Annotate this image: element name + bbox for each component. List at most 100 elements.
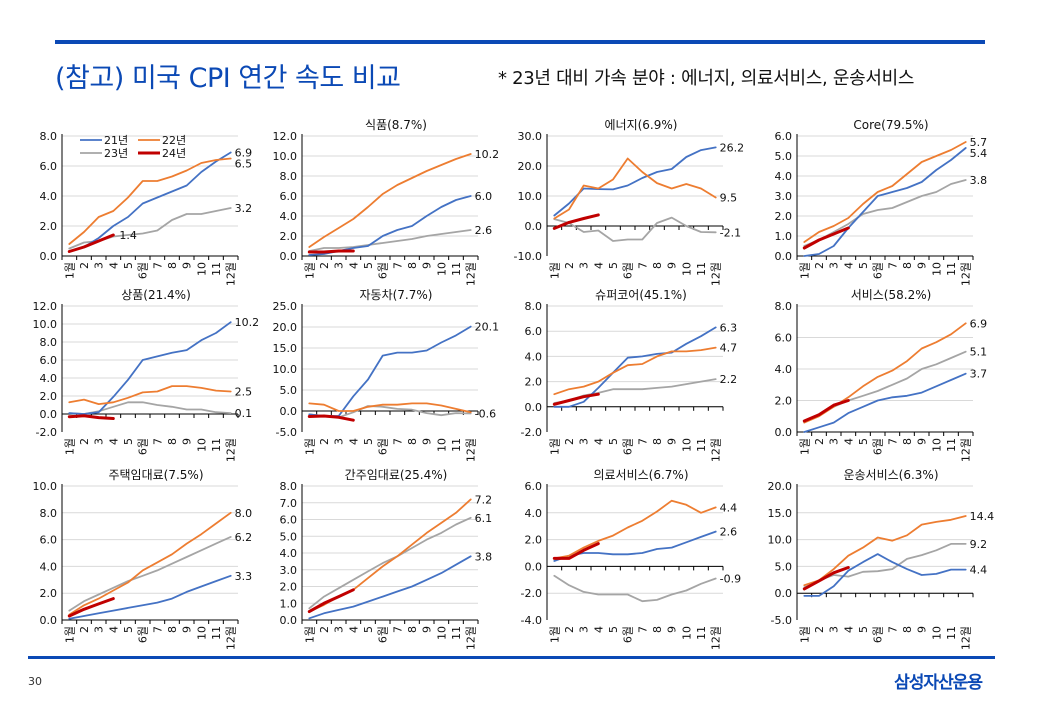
y-tick-label: 10.0 bbox=[33, 480, 58, 493]
series-line-21년 bbox=[68, 574, 232, 620]
series-line-22년 bbox=[803, 515, 967, 587]
y-tick-label: 4.0 bbox=[280, 547, 298, 560]
x-tick-label: 1월 bbox=[303, 262, 316, 279]
series-line-24년 bbox=[552, 542, 600, 560]
x-tick-label: 8 bbox=[406, 262, 419, 269]
chart-core: 0.0 1.0 2.0 3.0 4.0 5.0 6.0 1월 2 3 4 5 6월 7 8 9 10 11 12월 C… bbox=[765, 116, 990, 302]
x-tick-label: 12월 bbox=[465, 262, 478, 286]
x-tick-label: 10 bbox=[930, 262, 943, 276]
y-tick-label: -2.0 bbox=[36, 426, 57, 439]
series-line-23년 bbox=[803, 543, 967, 589]
y-tick-label: 0.0 bbox=[525, 401, 543, 414]
x-tick-label: 3 bbox=[578, 262, 591, 269]
chart-title: 식품(8.7%) bbox=[365, 118, 427, 132]
legend-label: 24년 bbox=[162, 147, 186, 160]
y-tick-label: 4.0 bbox=[775, 363, 793, 376]
series-line-24년 bbox=[67, 414, 115, 420]
series-line-22년 bbox=[553, 157, 717, 220]
y-tick-label: 8.0 bbox=[775, 300, 793, 313]
series-line-22년 bbox=[308, 402, 472, 414]
x-tick-label: 8 bbox=[651, 626, 664, 633]
x-tick-label: 10 bbox=[435, 262, 448, 276]
y-tick-label: 2.0 bbox=[775, 210, 793, 223]
x-tick-label: 5 bbox=[857, 626, 870, 633]
series-line-21년 bbox=[553, 530, 717, 562]
y-tick-label: 0.0 bbox=[40, 250, 58, 263]
y-tick-label: 2.0 bbox=[525, 534, 543, 547]
x-tick-label: 6월 bbox=[872, 438, 885, 455]
x-tick-label: 11 bbox=[945, 262, 958, 276]
chart-oer: 0.0 1.0 2.0 3.0 4.0 5.0 6.0 7.0 8.0 1월 2 3 4 5 6월 7 8 9 10… bbox=[270, 466, 495, 666]
x-tick-label: 4 bbox=[592, 626, 605, 633]
x-tick-label: 6월 bbox=[622, 626, 635, 643]
x-tick-label: 3 bbox=[333, 626, 346, 633]
x-tick-label: 9 bbox=[916, 438, 929, 445]
x-tick-label: 2 bbox=[813, 262, 826, 269]
x-tick-label: 11 bbox=[210, 438, 223, 452]
x-tick-label: 12월 bbox=[710, 438, 723, 462]
y-tick-label: 3.0 bbox=[775, 190, 793, 203]
x-tick-label: 10 bbox=[195, 262, 208, 276]
y-tick-label: 2.0 bbox=[40, 220, 58, 233]
x-tick-label: 8 bbox=[651, 438, 664, 445]
x-tick-label: 11 bbox=[695, 626, 708, 640]
y-tick-label: 0.0 bbox=[280, 250, 298, 263]
series-line-22년 bbox=[308, 153, 472, 248]
end-value-label: 6.2 bbox=[235, 531, 253, 544]
y-tick-label: -5.0 bbox=[276, 426, 297, 439]
x-tick-label: 10 bbox=[435, 438, 448, 452]
chart-autos: -5.0 0.0 5.0 10.0 15.0 20.0 25.0 1월 2 3 4 5 6월 7 8 9 10 1… bbox=[270, 286, 500, 478]
x-tick-label: 2 bbox=[318, 262, 331, 269]
series-line-21년 bbox=[308, 195, 472, 256]
x-tick-label: 10 bbox=[195, 438, 208, 452]
y-tick-label: 4.0 bbox=[40, 372, 58, 385]
end-value-label: 3.8 bbox=[970, 174, 988, 187]
series-line-24년 bbox=[307, 588, 355, 614]
y-tick-label: -5.0 bbox=[771, 614, 792, 627]
x-tick-label: 7 bbox=[886, 262, 899, 269]
end-value-label: 3.3 bbox=[235, 570, 253, 583]
x-tick-label: 2 bbox=[78, 438, 91, 445]
series-line-22년 bbox=[803, 141, 967, 243]
chart-svg: 0.0 2.0 4.0 6.0 8.0 1월 2 3 4 5 6월 7 8 9 10 11 12월 서비스(58.… bbox=[775, 288, 988, 462]
x-tick-label: 6월 bbox=[377, 438, 390, 455]
chart-title: 에너지(6.9%) bbox=[605, 118, 678, 132]
y-tick-label: 8.0 bbox=[280, 480, 298, 493]
end-value-label: 3.2 bbox=[235, 202, 253, 215]
x-tick-label: 5 bbox=[362, 438, 375, 445]
chart-energy: -10.0 0.0 10.0 20.0 30.0 1월 2 3 4 5 6월 7 8 9 10 11 12월 에너… bbox=[514, 116, 745, 302]
x-tick-label: 10 bbox=[680, 262, 693, 276]
x-tick-label: 8 bbox=[901, 438, 914, 445]
series-line-24년 bbox=[552, 213, 600, 230]
y-tick-label: 7.0 bbox=[280, 497, 298, 510]
x-tick-label: 1월 bbox=[548, 262, 561, 279]
y-tick-label: 25.0 bbox=[273, 300, 298, 313]
series-line-21년 bbox=[803, 147, 967, 257]
top-rule bbox=[55, 40, 985, 44]
chart-title: 서비스(58.2%) bbox=[851, 288, 932, 302]
chart-svg: -5.0 0.0 5.0 10.0 15.0 20.0 1월 2 3 4 5 6월 7 8 9 10 11 12월… bbox=[768, 468, 995, 650]
x-tick-label: 8 bbox=[166, 438, 179, 445]
x-tick-label: 7 bbox=[391, 626, 404, 633]
x-tick-label: 1월 bbox=[63, 438, 76, 455]
x-tick-label: 5 bbox=[857, 438, 870, 445]
x-tick-label: 2 bbox=[563, 262, 576, 269]
series-line-24년 bbox=[552, 392, 600, 406]
series-line-21년 bbox=[553, 326, 717, 408]
chart-svg: -2.00.02.04.06.08.010.012.01월 2 3 4 5 6월 7 8 9 10… bbox=[33, 288, 260, 462]
x-tick-label: 1월 bbox=[63, 262, 76, 279]
x-tick-label: 10 bbox=[930, 438, 943, 452]
y-tick-label: 5.0 bbox=[775, 560, 793, 573]
y-tick-label: 30.0 bbox=[518, 130, 543, 143]
end-value-label: 3.7 bbox=[970, 368, 988, 381]
y-tick-label: 10.0 bbox=[33, 318, 58, 331]
x-tick-label: 5 bbox=[122, 262, 135, 269]
end-value-label: 5.1 bbox=[970, 346, 988, 359]
x-tick-label: 3 bbox=[93, 626, 106, 633]
x-tick-label: 7 bbox=[391, 438, 404, 445]
x-tick-label: 11 bbox=[945, 626, 958, 640]
x-tick-label: 8 bbox=[651, 262, 664, 269]
y-tick-label: 0.0 bbox=[775, 587, 793, 600]
x-tick-label: 4 bbox=[107, 626, 120, 633]
end-value-label: 26.2 bbox=[720, 141, 745, 154]
